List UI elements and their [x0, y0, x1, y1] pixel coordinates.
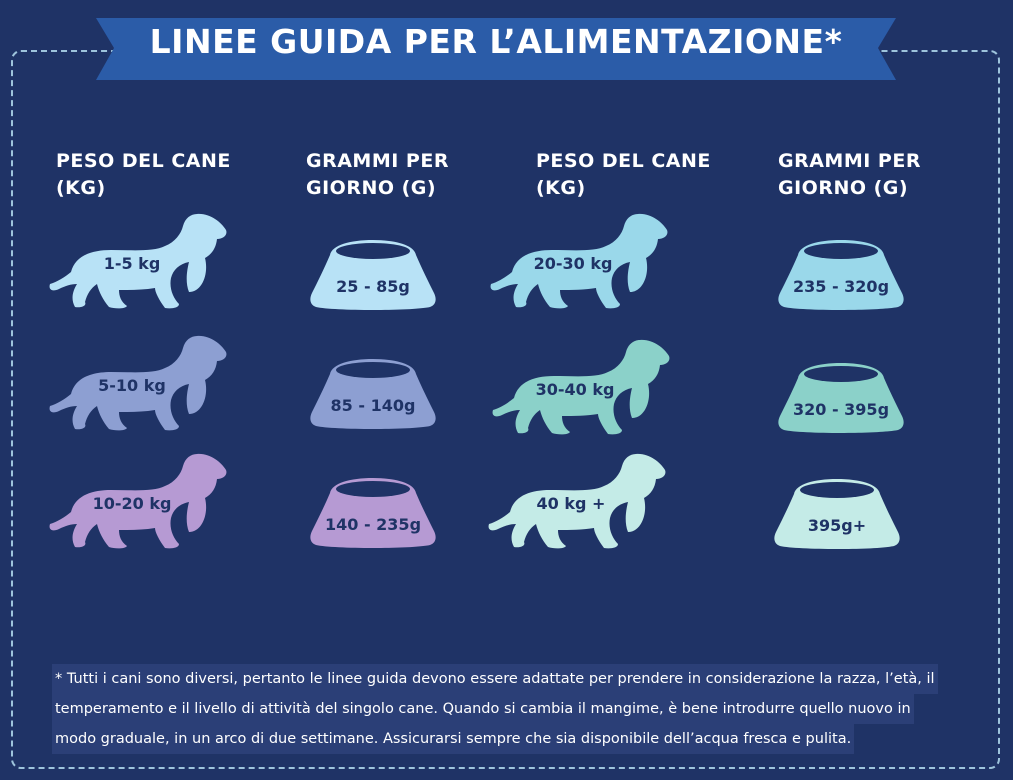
header-grams-line2: GIORNO (G) — [306, 177, 437, 199]
header-weight-line1: PESO DEL CANE — [536, 150, 711, 172]
page-title: LINEE GUIDA PER L’ALIMENTAZIONE* — [149, 22, 843, 61]
header-grams-line2: GIORNO (G) — [778, 177, 909, 199]
grams-label: 235 - 320g — [792, 277, 890, 296]
footnote: * Tutti i cani sono diversi, pertanto le… — [52, 664, 972, 754]
header-grams-line1: GRAMMI PER — [778, 150, 921, 172]
dog-bowl-icon — [308, 475, 438, 550]
weight-label: 30-40 kg — [535, 380, 615, 399]
grams-label: 85 - 140g — [330, 396, 416, 415]
dog-bowl-icon — [772, 476, 902, 551]
dog-row-4: 20-30 kg — [488, 212, 668, 312]
header-grams-right: GRAMMI PER GIORNO (G) — [778, 148, 921, 202]
weight-label: 1-5 kg — [103, 254, 161, 273]
title-banner: LINEE GUIDA PER L’ALIMENTAZIONE* — [96, 10, 896, 82]
bowl-row-6: 395g+ — [772, 476, 902, 551]
bowl-row-3: 140 - 235g — [308, 475, 438, 550]
dog-row-3: 10-20 kg — [47, 452, 227, 552]
grams-label: 395g+ — [807, 516, 867, 535]
grams-label: 320 - 395g — [792, 400, 890, 419]
dog-bowl-icon — [308, 356, 438, 431]
grams-label: 25 - 85g — [336, 277, 410, 296]
dog-row-2: 5-10 kg — [47, 334, 227, 434]
header-grams-left: GRAMMI PER GIORNO (G) — [306, 148, 449, 202]
header-weight-line1: PESO DEL CANE — [56, 150, 231, 172]
bowl-row-2: 85 - 140g — [308, 356, 438, 431]
weight-label: 10-20 kg — [92, 494, 172, 513]
footnote-line-3: modo graduale, in un arco di due settima… — [52, 724, 855, 754]
header-weight-right: PESO DEL CANE (KG) — [536, 148, 711, 202]
header-weight-line2: (KG) — [536, 177, 586, 199]
dog-bowl-icon — [776, 237, 906, 312]
weight-label: 5-10 kg — [98, 376, 166, 395]
dog-bowl-icon — [308, 237, 438, 312]
header-weight-left: PESO DEL CANE (KG) — [56, 148, 231, 202]
footnote-line-2: temperamento e il livello di attività de… — [52, 694, 914, 724]
bowl-row-5: 320 - 395g — [776, 360, 906, 435]
bowl-row-1: 25 - 85g — [308, 237, 438, 312]
dog-row-1: 1-5 kg — [47, 212, 227, 312]
ribbon-shape — [96, 18, 896, 80]
header-weight-line2: (KG) — [56, 177, 106, 199]
dog-row-5: 30-40 kg — [490, 338, 670, 438]
dog-row-6: 40 kg + — [486, 452, 666, 552]
weight-label: 40 kg + — [536, 494, 606, 513]
bowl-row-4: 235 - 320g — [776, 237, 906, 312]
header-grams-line1: GRAMMI PER — [306, 150, 449, 172]
footnote-line-1: * Tutti i cani sono diversi, pertanto le… — [52, 664, 938, 694]
weight-label: 20-30 kg — [533, 254, 613, 273]
grams-label: 140 - 235g — [324, 515, 422, 534]
dog-bowl-icon — [776, 360, 906, 435]
